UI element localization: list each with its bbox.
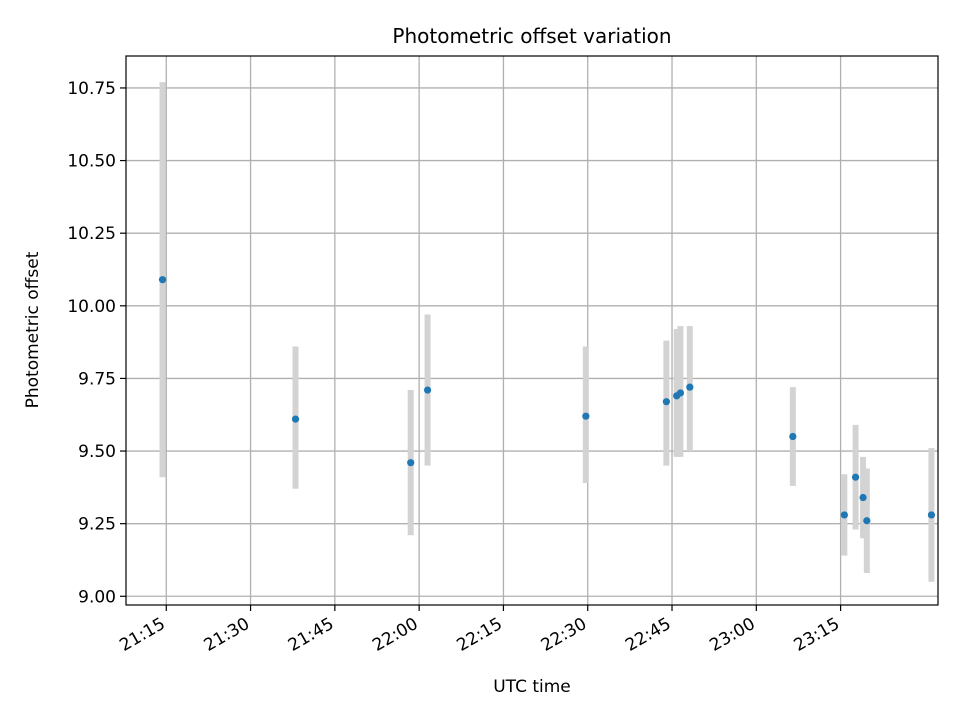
y-tick-label: 9.00	[78, 587, 116, 607]
y-tick-label: 10.50	[67, 152, 116, 172]
data-point	[662, 398, 670, 406]
data-point	[863, 517, 871, 525]
y-tick-label: 10.00	[67, 297, 116, 317]
y-tick-label: 10.75	[67, 79, 116, 99]
data-point	[859, 493, 867, 502]
plot-frame	[125, 55, 939, 606]
data-point	[158, 276, 167, 284]
y-tick-label: 9.25	[78, 515, 116, 535]
data-point	[789, 432, 797, 441]
x-axis-title: UTC time	[493, 677, 571, 697]
y-tick-label: 9.50	[78, 442, 116, 462]
data-point	[686, 383, 694, 391]
chart-title: Photometric offset variation	[392, 24, 671, 48]
data-point	[582, 412, 590, 420]
data-point	[291, 415, 300, 423]
grid-layer	[126, 56, 938, 605]
data-point	[851, 473, 860, 481]
point-layer	[158, 276, 936, 525]
data-point	[676, 389, 685, 397]
y-tick-label: 10.25	[67, 224, 116, 244]
data-point	[423, 386, 432, 394]
y-tick-label: 9.75	[78, 369, 116, 389]
data-point	[927, 511, 936, 519]
y-axis-title: Photometric offset	[23, 251, 43, 408]
data-point	[840, 511, 848, 519]
data-point	[407, 459, 415, 467]
